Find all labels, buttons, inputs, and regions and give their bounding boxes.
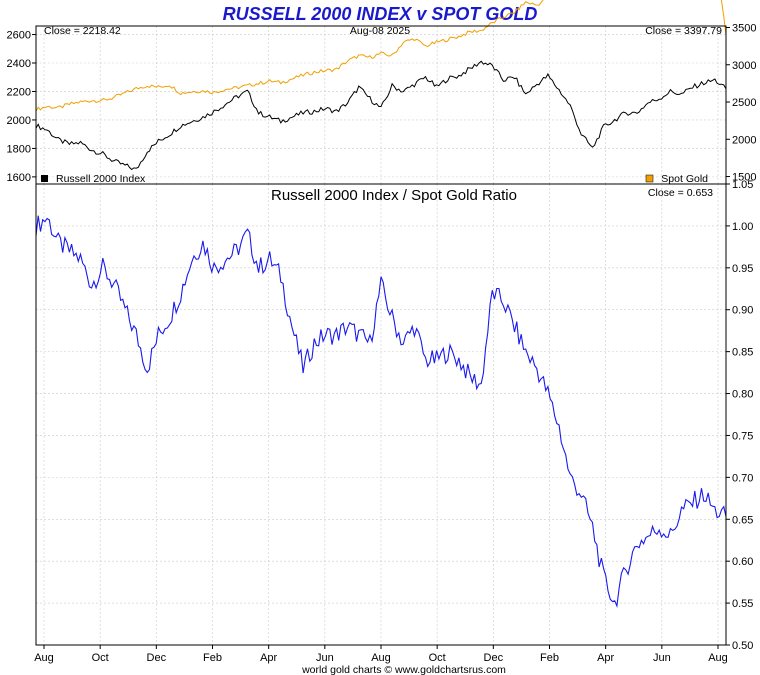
footer-credit: world gold charts © www.goldchartsrus.co…: [301, 664, 506, 675]
ratio-tick-label: 0.95: [732, 263, 753, 275]
ratio-tick-label: 0.60: [732, 556, 753, 568]
ratio-tick-label: 0.70: [732, 472, 753, 484]
ratio-tick-label: 0.80: [732, 389, 753, 401]
ratio-tick-label: 1.05: [732, 179, 753, 191]
ratio-close-label: Close = 0.653: [648, 187, 713, 199]
left-tick-label: 2200: [7, 86, 31, 98]
ratio-title: Russell 2000 Index / Spot Gold Ratio: [271, 187, 517, 204]
russell-legend-label: Russell 2000 Index: [56, 173, 146, 185]
ratio-tick-label: 0.90: [732, 305, 753, 317]
x-tick-label: Feb: [203, 652, 222, 664]
ratio-tick-label: 0.55: [732, 598, 753, 610]
right-tick-label: 1500: [732, 172, 756, 184]
top-panel-frame: [35, 25, 727, 185]
russell-2000-line: [35, 60, 727, 171]
right-tick-label: 2500: [732, 97, 756, 109]
ratio-tick-label: 0.65: [732, 514, 753, 526]
x-tick-label: Aug: [34, 652, 54, 664]
x-tick-label: Apr: [597, 652, 614, 664]
x-tick-label: Dec: [484, 652, 504, 664]
x-axis: Aug Oct Dec Feb Apr Jun Aug Oct Dec Feb Apr Jun Aug: [34, 645, 728, 664]
ratio-line: [35, 215, 727, 608]
right-tick-label: 3500: [732, 22, 756, 34]
right-tick-label: 3000: [732, 60, 756, 72]
x-tick-label: Jun: [316, 652, 334, 664]
close-right-label: Close = 3397.79: [645, 25, 722, 37]
x-tick-label: Feb: [540, 652, 559, 664]
x-tick-label: Aug: [371, 652, 391, 664]
left-tick-label: 2000: [7, 115, 31, 127]
bottom-panel-grid: [36, 183, 726, 646]
left-tick-label: 1600: [7, 172, 31, 184]
ratio-axis: 0.50 0.55 0.60 0.65 0.70 0.75 0.80 0.85 0.90 0.95…: [726, 179, 753, 652]
russell-legend-swatch: [41, 175, 48, 182]
x-tick-label: Aug: [708, 652, 728, 664]
x-tick-label: Apr: [260, 652, 277, 664]
close-left-label: Close = 2218.42: [44, 25, 121, 37]
right-tick-label: 2000: [732, 134, 756, 146]
gold-legend-label: Spot Gold: [661, 173, 708, 185]
chart-title: RUSSELL 2000 INDEX v SPOT GOLD: [223, 4, 538, 24]
ratio-tick-label: 0.85: [732, 347, 753, 359]
x-tick-label: Dec: [147, 652, 167, 664]
ratio-tick-label: 0.50: [732, 640, 753, 652]
ratio-tick-label: 0.75: [732, 430, 753, 442]
top-panel-grid: [36, 26, 726, 184]
top-right-axis: 1500 2000 2500 3000 3500: [726, 22, 756, 184]
spot-gold-line: [35, 0, 727, 112]
x-tick-label: Oct: [429, 652, 446, 664]
top-left-axis: 1600 1800 2000 2200 2400 2600: [7, 30, 36, 184]
x-tick-label: Oct: [92, 652, 109, 664]
left-tick-label: 2600: [7, 30, 31, 42]
left-tick-label: 2400: [7, 58, 31, 70]
ratio-tick-label: 1.00: [732, 221, 753, 233]
left-tick-label: 1800: [7, 143, 31, 155]
gold-legend-swatch: [645, 174, 654, 183]
date-label: Aug-08 2025: [350, 25, 410, 37]
x-tick-label: Jun: [653, 652, 671, 664]
